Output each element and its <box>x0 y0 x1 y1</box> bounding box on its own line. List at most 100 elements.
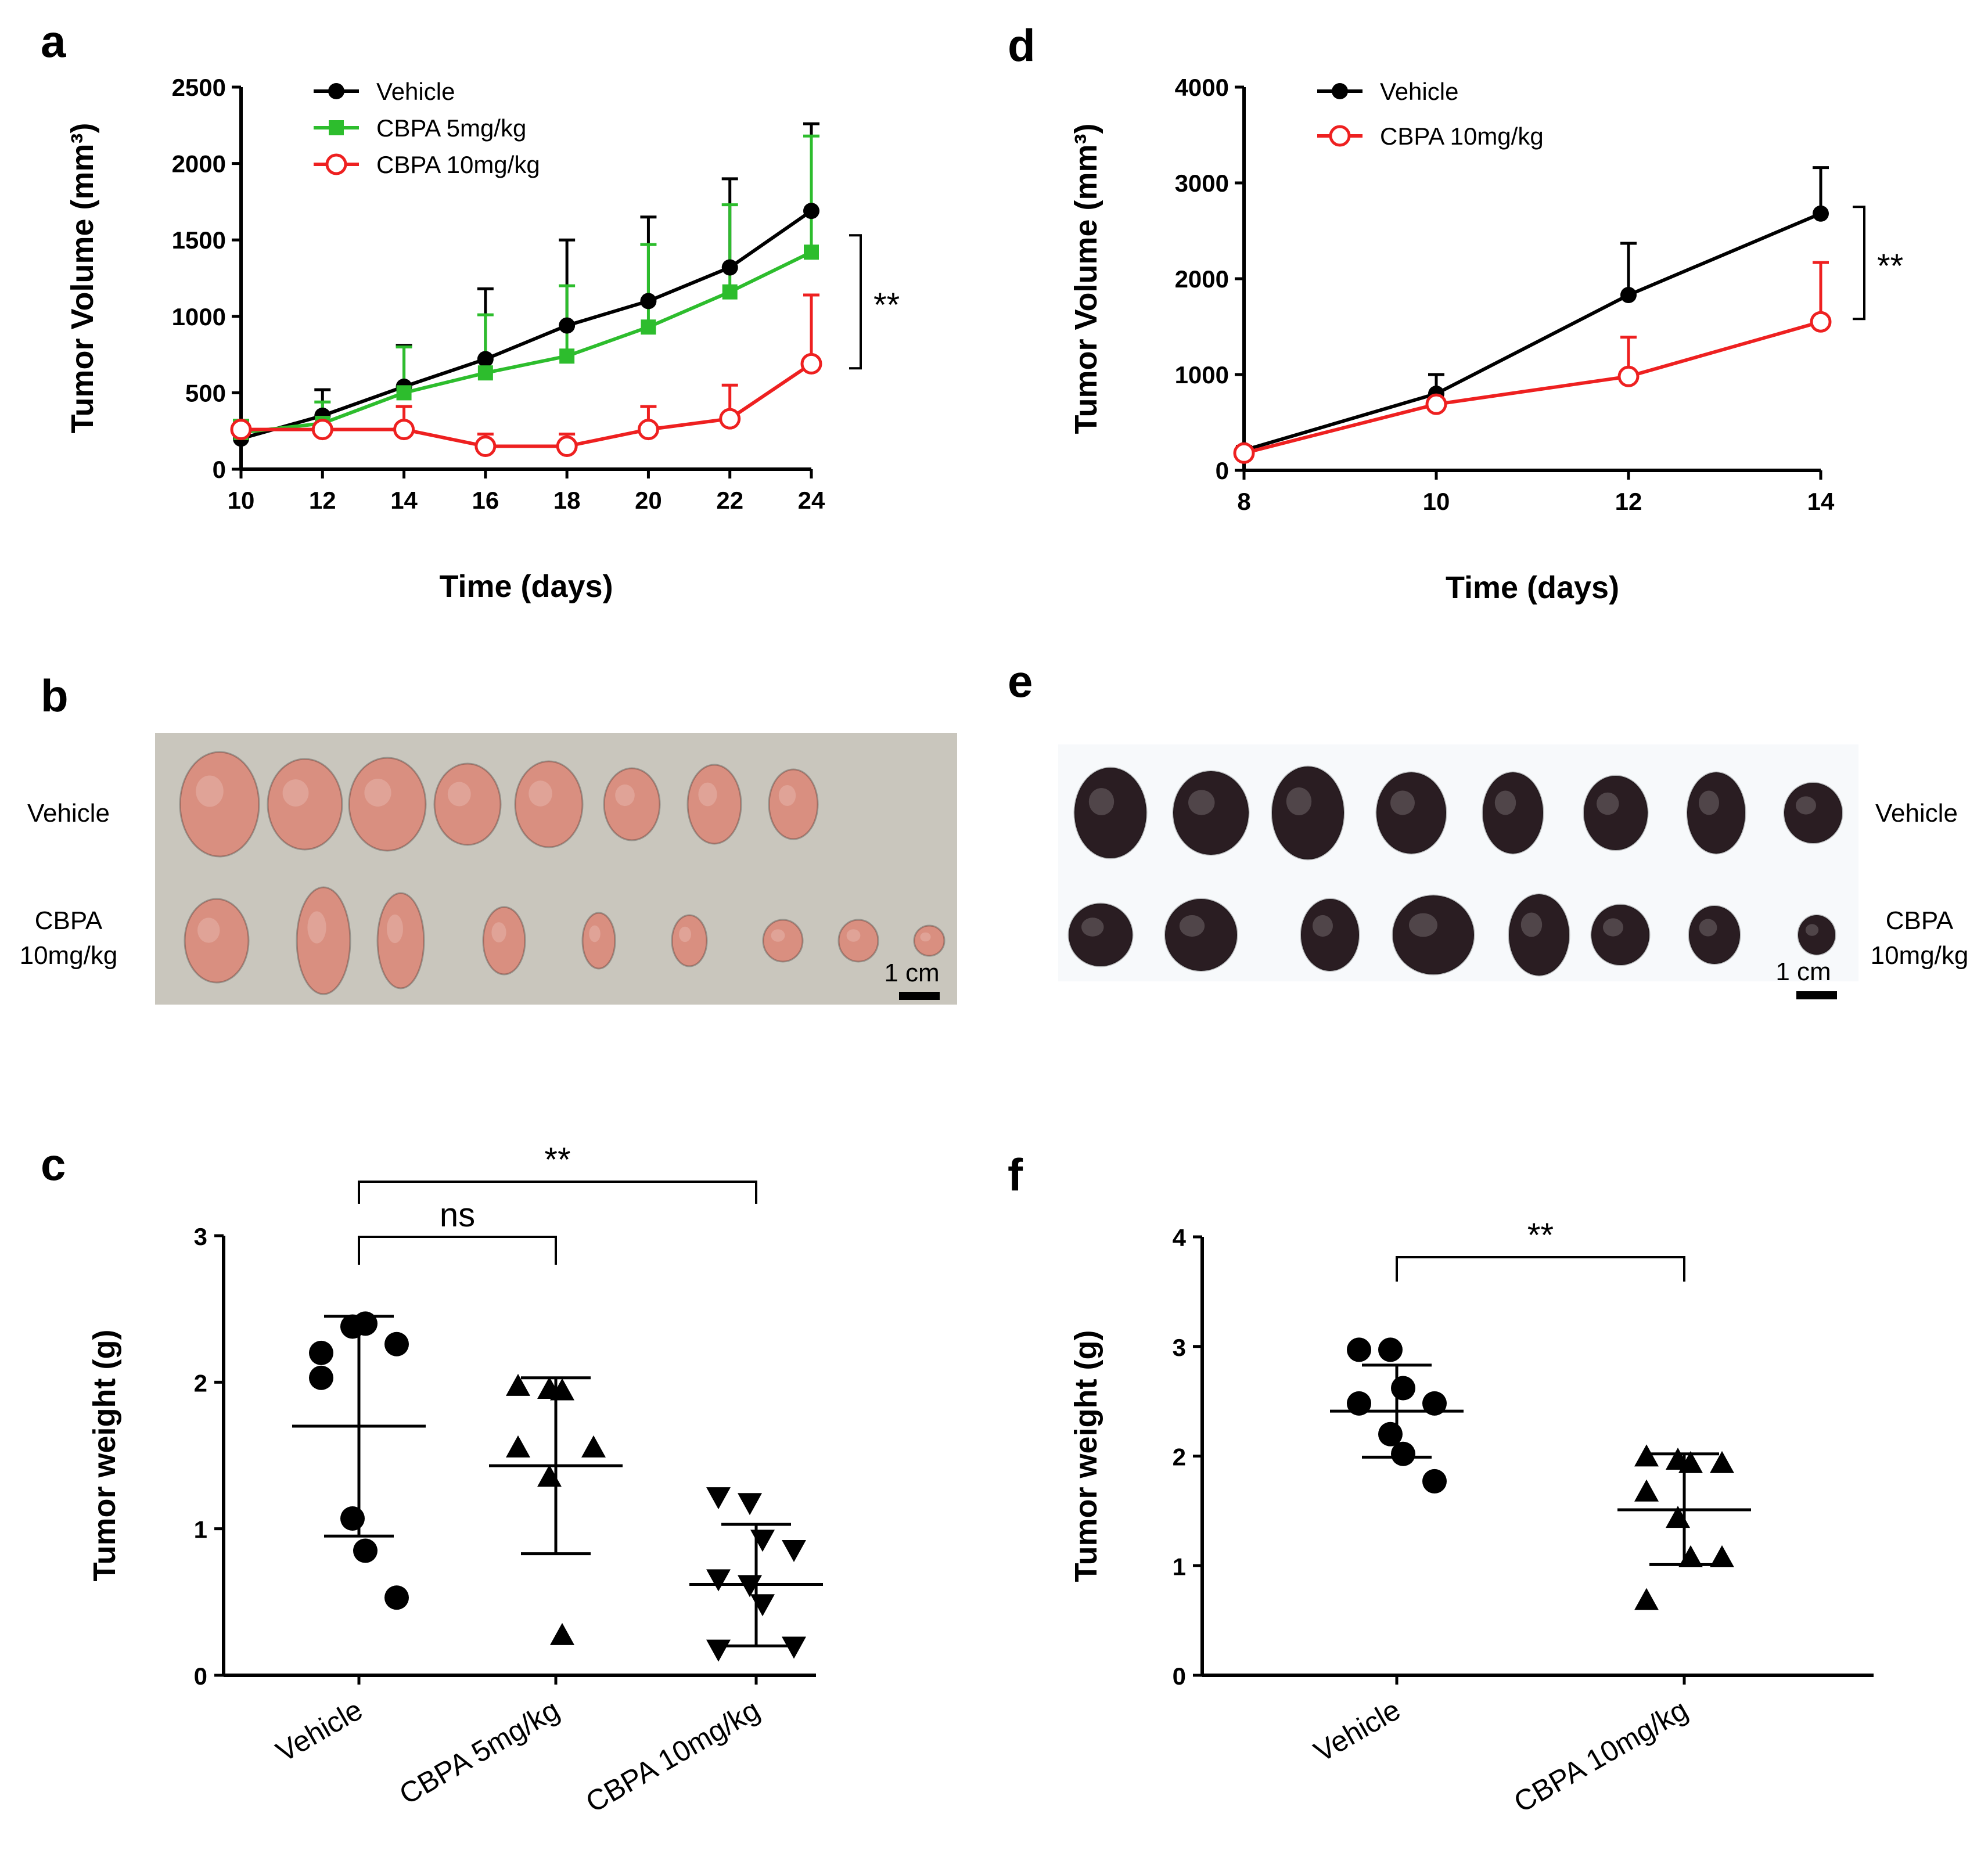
category-label: Vehicle <box>271 1693 368 1768</box>
tumor-highlight <box>1409 913 1437 937</box>
y-tick-label: 2500 <box>172 74 226 101</box>
tumor <box>1375 771 1447 855</box>
data-point <box>477 351 494 368</box>
tumor-highlight <box>307 911 326 944</box>
data-point <box>1233 442 1255 464</box>
tumor-highlight <box>1699 790 1719 815</box>
tumor <box>376 892 425 989</box>
tumor-highlight <box>1520 912 1543 937</box>
x-tick-label: 12 <box>1615 488 1642 515</box>
legend-label: Vehicle <box>376 78 455 105</box>
tumor <box>1688 905 1741 965</box>
data-point <box>641 319 656 335</box>
data-point <box>1813 205 1829 222</box>
x-tick-label: 14 <box>1807 488 1835 515</box>
x-tick-label: 10 <box>228 487 255 514</box>
significance-bracket <box>1853 206 1865 321</box>
legend-marker <box>325 153 347 175</box>
tumor-highlight <box>1805 924 1819 936</box>
comparison-bracket <box>358 1236 557 1265</box>
row-label-vehicle-b: Vehicle <box>27 799 110 827</box>
data-point <box>782 1636 806 1659</box>
data-point <box>550 1622 574 1645</box>
scale-label-b: 1 cm <box>884 959 939 987</box>
x-tick-label: 14 <box>390 487 418 514</box>
data-point <box>1617 365 1640 387</box>
data-point <box>640 293 657 310</box>
data-point <box>581 1435 606 1458</box>
data-point <box>721 259 738 276</box>
tumor-highlight <box>679 926 691 942</box>
tumor-highlight <box>846 929 861 942</box>
tumor <box>267 758 343 851</box>
tumor <box>1482 771 1544 855</box>
tumor-highlight <box>615 784 635 807</box>
tumor <box>1590 904 1651 966</box>
y-tick-label: 2000 <box>172 150 226 178</box>
tumor-highlight <box>778 785 796 806</box>
category-label: CBPA 5mg/kg <box>394 1693 565 1811</box>
tumor <box>1797 914 1836 956</box>
line-chart-a: 0 500 1000 1500 2000 2500 10 12 14 16 18 20 22 24 Time… <box>65 74 900 604</box>
category-label: CBPA 10mg/kg <box>580 1693 765 1819</box>
tumor-highlight <box>1088 788 1115 815</box>
tumor <box>837 919 879 963</box>
data-point <box>556 436 578 458</box>
legend-label: Vehicle <box>1380 78 1458 105</box>
x-tick-label: 16 <box>472 487 499 514</box>
tumor-highlight <box>1390 790 1415 815</box>
y-tick-label: 0 <box>213 456 226 483</box>
tumor-highlight <box>1597 792 1619 815</box>
y-tick-label: 1 <box>194 1516 207 1543</box>
tumor-highlight <box>1494 790 1516 815</box>
category-label: Vehicle <box>1308 1693 1406 1768</box>
tumor <box>1583 775 1649 851</box>
data-point <box>722 284 738 300</box>
data-point <box>230 419 252 441</box>
x-tick-label: 10 <box>1423 488 1450 515</box>
data-point <box>309 1340 333 1365</box>
data-point <box>559 317 576 334</box>
tumor <box>482 906 526 976</box>
tumor-highlight <box>698 782 717 807</box>
data-point <box>506 1435 530 1458</box>
tumor <box>1271 765 1345 861</box>
y-axis-title: Tumor Volume (mm³) <box>65 123 100 434</box>
x-axis-title: Time (days) <box>1446 570 1619 605</box>
tumor-highlight <box>1179 915 1205 937</box>
y-tick-label: 3 <box>1173 1334 1186 1361</box>
tumor <box>433 762 502 846</box>
data-point <box>1391 1376 1415 1401</box>
data-point <box>800 352 822 375</box>
tumor <box>581 912 616 970</box>
y-tick-label: 3 <box>194 1223 207 1250</box>
significance-label: ** <box>873 286 900 324</box>
tumor <box>1686 771 1746 855</box>
data-point <box>1347 1391 1371 1416</box>
data-point <box>1378 1337 1403 1362</box>
series-line-1 <box>240 250 813 434</box>
scale-label-e: 1 cm <box>1775 958 1831 986</box>
tumor <box>768 768 819 840</box>
y-tick-label: 0 <box>1216 457 1229 484</box>
tumor <box>179 751 260 858</box>
row-label-cbpa-e-line2: 10mg/kg <box>1871 941 1969 970</box>
y-tick-label: 0 <box>194 1663 207 1690</box>
y-tick-label: 4 <box>1173 1224 1187 1251</box>
data-point <box>706 1639 731 1662</box>
data-point <box>637 419 659 441</box>
y-tick-label: 3000 <box>1175 170 1229 197</box>
data-point <box>393 419 415 441</box>
comparison-label: ** <box>1527 1217 1554 1254</box>
tumor-highlight <box>1796 796 1816 815</box>
data-point <box>1425 393 1447 415</box>
photo-b-tumors <box>179 751 946 995</box>
tumor-highlight <box>1699 919 1717 937</box>
significance-label: ** <box>1877 247 1903 285</box>
data-point <box>738 1575 762 1597</box>
row-label-cbpa-b-line1: CBPA <box>35 906 103 935</box>
photo-e-tumors <box>1067 765 1843 977</box>
y-tick-label: 1 <box>1173 1553 1186 1580</box>
data-point <box>340 1506 365 1531</box>
